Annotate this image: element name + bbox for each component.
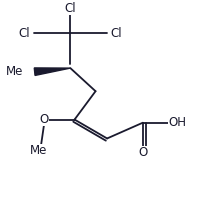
Text: Cl: Cl (111, 27, 122, 40)
Text: O: O (138, 146, 147, 159)
Text: Cl: Cl (18, 27, 30, 40)
Text: OH: OH (168, 116, 186, 129)
Text: Cl: Cl (64, 2, 76, 15)
Polygon shape (34, 68, 70, 76)
Text: Me: Me (6, 65, 23, 78)
Text: Me: Me (30, 143, 47, 157)
Text: O: O (39, 113, 49, 126)
